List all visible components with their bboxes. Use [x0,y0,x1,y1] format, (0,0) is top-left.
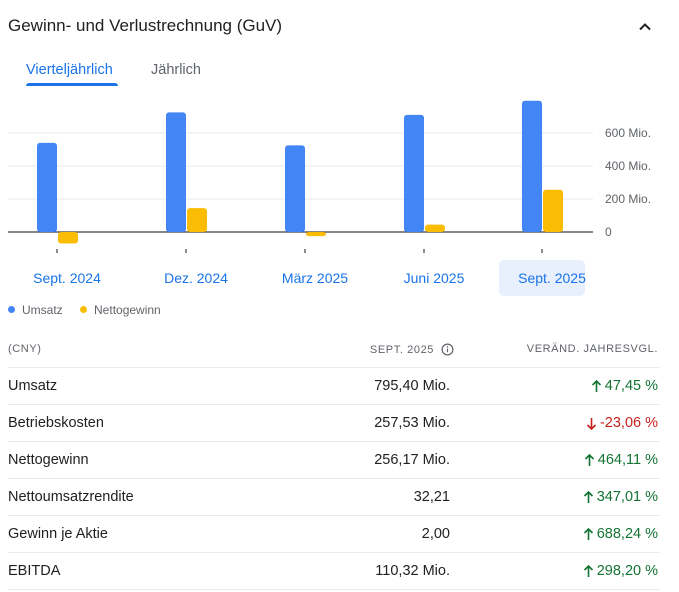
arrow-down-icon [586,417,597,430]
row-label: EBITDA [8,563,61,579]
legend-dot-revenue [8,306,15,313]
row-label: Gewinn je Aktie [8,526,108,542]
header-period: SEPT. 2025 [370,343,454,356]
bar-net-income[interactable] [58,232,78,244]
row-change-value: 347,01 % [596,489,658,505]
section-title: Gewinn- und Verlustrechnung (GuV) [8,16,283,35]
arrow-up-icon [584,453,594,466]
row-change: -23,06 % [586,415,658,431]
chart-legend: Umsatz Nettogewinn [8,302,175,317]
table-header: (CNY) SEPT. 2025 VERÄND. JAHRESVGL. [8,330,660,368]
row-value: 795,40 Mio. [374,378,450,394]
row-change: 47,45 % [591,378,658,394]
legend-item-revenue: Umsatz [8,303,63,317]
row-value: 32,21 [413,489,450,505]
table-row: Nettogewinn 256,17 Mio. 464,11 % [8,442,660,479]
period-label[interactable]: März 2025 [282,270,348,286]
table-row: Nettoumsatzrendite 32,21 347,01 % [8,479,660,516]
selected-period-highlight [499,260,585,296]
row-change-value: 298,20 % [596,563,658,579]
y-tick-label: 0 [605,225,612,239]
income-table: (CNY) SEPT. 2025 VERÄND. JAHRESVGL. Umsa… [8,330,660,590]
row-change: 464,11 % [584,452,658,468]
legend-label-revenue: Umsatz [22,302,63,317]
period-label[interactable]: Sept. 2025 [518,270,586,286]
arrow-up-icon [583,490,593,503]
bar-revenue[interactable] [285,145,305,232]
period-label[interactable]: Dez. 2024 [164,270,228,286]
row-label: Umsatz [8,378,58,394]
row-change-value: -23,06 % [599,415,658,431]
period-label[interactable]: Sept. 2024 [33,270,101,286]
legend-item-net-income: Nettogewinn [80,303,161,317]
row-label: Nettogewinn [8,452,89,468]
tab-quarterly[interactable]: Vierteljährlich [26,62,113,78]
bar-revenue[interactable] [37,142,57,232]
income-statement-header: Gewinn- und Verlustrechnung (GuV) [8,14,668,40]
legend-label-net-income: Nettogewinn [94,302,161,317]
header-period-label: SEPT. 2025 [369,343,434,356]
table-row: Umsatz 795,40 Mio. 47,45 % [8,368,660,405]
period-label[interactable]: Juni 2025 [404,270,465,286]
bar-net-income[interactable] [187,208,207,232]
row-change-value: 47,45 % [604,378,658,394]
bar-net-income[interactable] [425,224,445,232]
info-icon[interactable] [441,343,454,356]
legend-dot-net-income [80,306,88,313]
row-value: 110,32 Mio. [375,563,450,579]
row-change: 688,24 % [583,526,658,542]
row-label: Betriebskosten [8,415,104,431]
y-tick-label: 600 Mio. [605,126,651,140]
row-value: 257,53 Mio. [374,415,450,431]
row-change-value: 464,11 % [597,452,658,468]
tab-annual[interactable]: Jährlich [151,62,201,78]
arrow-up-icon [583,527,593,540]
bar-revenue[interactable] [404,114,424,232]
row-change: 298,20 % [583,563,658,579]
bar-net-income[interactable] [543,189,563,232]
table-row: EBITDA 110,32 Mio. 298,20 % [8,553,660,590]
active-tab-indicator [26,83,118,86]
chevron-up-icon[interactable] [636,18,654,36]
y-tick-label: 200 Mio. [605,192,651,206]
y-tick-label: 400 Mio. [605,159,651,173]
row-change-value: 688,24 % [596,526,658,542]
table-row: Gewinn je Aktie 2,00 688,24 % [8,516,660,553]
row-label: Nettoumsatzrendite [8,489,134,505]
bar-revenue[interactable] [166,112,186,232]
table-row: Betriebskosten 257,53 Mio. -23,06 % [8,405,660,442]
header-currency: (CNY) [8,343,42,355]
row-change: 347,01 % [583,489,658,505]
row-value: 2,00 [421,526,450,542]
arrow-up-icon [591,379,601,392]
bar-revenue[interactable] [522,100,542,232]
row-value: 256,17 Mio. [374,452,450,468]
header-change: VERÄND. JAHRESVGL. [526,343,658,355]
bar-net-income[interactable] [306,232,326,237]
income-chart: 600 Mio. 400 Mio. 200 Mio. 0 Sept. 2024 Dez. … [8,100,651,296]
arrow-up-icon [583,564,593,577]
